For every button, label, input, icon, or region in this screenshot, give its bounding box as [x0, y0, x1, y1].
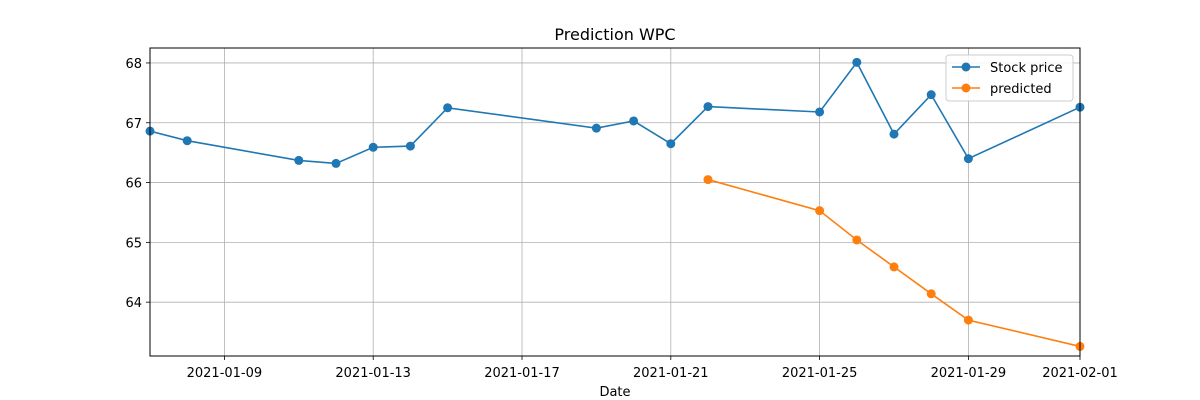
x-tick-label: 2021-01-25	[782, 366, 858, 381]
plot-frame	[149, 47, 1081, 357]
x-tick-label: 2021-02-01	[1042, 366, 1118, 381]
legend-marker	[961, 83, 971, 93]
data-point	[852, 57, 862, 67]
x-tick-label: 2021-01-29	[931, 366, 1007, 381]
data-point	[889, 262, 899, 272]
y-tick-label: 65	[125, 236, 142, 251]
x-tick-label: 2021-01-09	[187, 366, 263, 381]
data-point	[182, 136, 192, 146]
series-predicted	[703, 175, 1085, 351]
data-point	[294, 155, 304, 165]
data-point	[852, 235, 862, 245]
data-point	[666, 139, 676, 149]
chart-title: Prediction WPC	[554, 25, 675, 44]
data-point	[703, 175, 713, 185]
series-stock-price	[145, 57, 1085, 168]
x-axis: 2021-01-09 2021-01-13 2021-01-17 2021-01-21…	[187, 356, 1118, 381]
data-point	[331, 158, 341, 168]
data-point	[963, 154, 973, 164]
data-point	[405, 141, 415, 151]
x-tick-label: 2021-01-13	[335, 366, 411, 381]
data-point	[703, 102, 713, 112]
x-tick-label: 2021-01-21	[633, 366, 709, 381]
data-point	[815, 107, 825, 117]
series-layer	[145, 57, 1085, 351]
data-point	[815, 206, 825, 216]
y-tick-label: 68	[125, 57, 142, 72]
x-axis-label: Date	[599, 385, 630, 400]
data-point	[443, 103, 453, 113]
data-point	[629, 116, 639, 126]
data-point	[926, 289, 936, 299]
data-point	[368, 142, 378, 152]
y-tick-label: 67	[125, 117, 142, 132]
legend: Stock price predicted	[945, 54, 1074, 102]
data-point	[591, 123, 601, 133]
data-point	[889, 129, 899, 139]
y-axis: 64 65 66 67 68	[125, 57, 150, 311]
legend-marker	[961, 62, 971, 72]
data-point	[926, 90, 936, 100]
y-tick-label: 64	[125, 296, 142, 311]
x-tick-label: 2021-01-17	[484, 366, 560, 381]
data-point	[963, 315, 973, 325]
legend-label: predicted	[990, 82, 1052, 97]
legend-label: Stock price	[990, 61, 1062, 76]
y-tick-label: 66	[125, 177, 142, 192]
grid-lines	[150, 48, 1081, 356]
